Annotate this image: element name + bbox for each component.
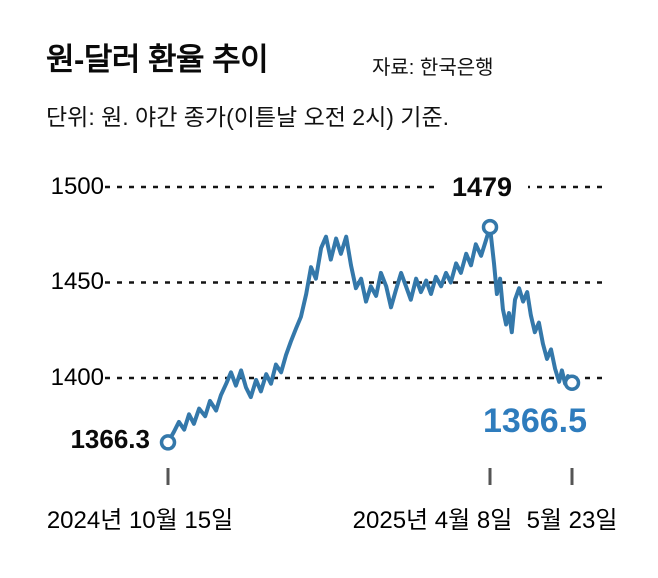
rate-line-series	[166, 225, 574, 445]
y-axis-tick-1500: 1500	[50, 173, 104, 200]
x-axis-label-start: 2024년 10월 15일	[46, 507, 234, 534]
y-axis-tick-1400: 1400	[50, 364, 104, 391]
unit-note: 단위: 원. 야간 종가(이튿날 오전 2시) 기준.	[46, 104, 450, 130]
x-axis-label-peak-date: 2025년 4월 8일	[352, 507, 513, 534]
annotation-start-value: 1366.3	[70, 424, 150, 454]
chart-title: 원-달러 환율 추이	[46, 42, 269, 77]
source-label: 자료: 한국은행	[372, 57, 494, 79]
end-marker	[563, 374, 581, 392]
annotation-end-value: 1366.5	[483, 402, 587, 440]
annotation-peak-value: 1479	[436, 170, 528, 204]
start-marker	[159, 434, 177, 451]
x-axis-label-end: 5월 23일	[526, 507, 618, 534]
peak-marker	[481, 218, 499, 236]
y-axis-tick-1450: 1450	[50, 268, 104, 295]
